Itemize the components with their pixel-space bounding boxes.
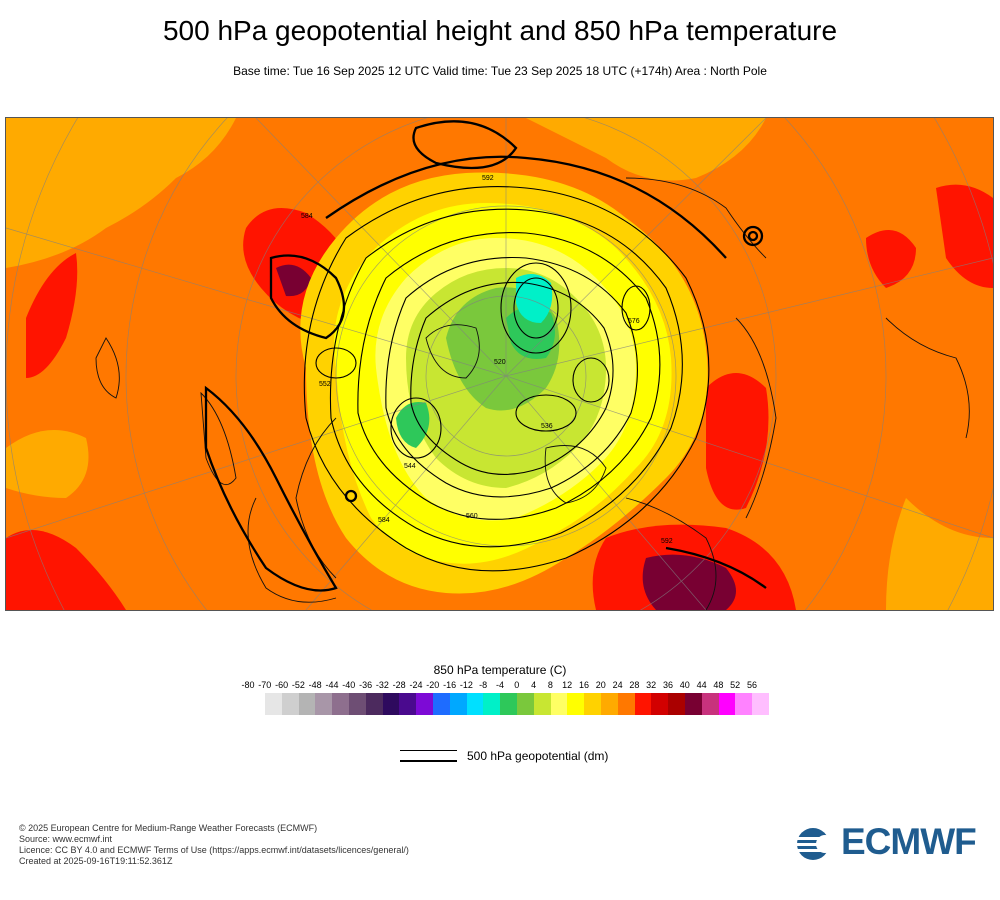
legend-tick-label: -20 <box>426 680 440 690</box>
legend-swatch <box>483 693 501 715</box>
legend-tick-label: -48 <box>308 680 322 690</box>
legend-swatch <box>684 693 702 715</box>
legend-tick-label: 44 <box>696 680 707 690</box>
legend-tick-label: 16 <box>578 680 589 690</box>
contour-label: 576 <box>628 318 640 325</box>
ecmwf-logo: ECMWF <box>795 821 985 864</box>
legend-swatch <box>634 693 652 715</box>
legend-swatch <box>449 693 467 715</box>
legend-tick-label: 24 <box>612 680 623 690</box>
legend-swatch <box>651 693 669 715</box>
contour-label: 592 <box>661 538 673 545</box>
legend-tick-label: -40 <box>342 680 356 690</box>
legend-tick-label: 52 <box>730 680 741 690</box>
copyright-line: © 2025 European Centre for Medium-Range … <box>19 823 318 833</box>
legend-tick-label: -16 <box>443 680 457 690</box>
footer-credits: © 2025 European Centre for Medium-Range … <box>19 823 409 867</box>
source-line: Source: www.ecmwf.int <box>19 834 113 844</box>
contour-label: 584 <box>378 517 390 524</box>
legend-swatch <box>600 693 618 715</box>
legend-swatch <box>533 693 551 715</box>
legend-swatch <box>701 693 719 715</box>
legend-swatch <box>735 693 753 715</box>
legend-tick-label: 20 <box>595 680 606 690</box>
legend-tick-label: 56 <box>746 680 757 690</box>
legend-tick-label: 48 <box>713 680 724 690</box>
legend-swatch <box>550 693 568 715</box>
legend-tick-label: 40 <box>679 680 690 690</box>
legend-swatch <box>265 693 282 715</box>
legend-tick-label: 4 <box>531 680 537 690</box>
legend-tick-label: 0 <box>514 680 520 690</box>
legend-title: 850 hPa temperature (C) <box>433 663 567 677</box>
north-pole-map[interactable]: 592 584 576 584 592 544 520 536 560 552 <box>5 117 994 611</box>
legend-swatch <box>668 693 685 715</box>
coastlines <box>95 177 970 610</box>
geopotential-contours-bold <box>204 120 767 592</box>
legend-tick-label: -8 <box>479 680 488 690</box>
legend-tick-label: 36 <box>662 680 673 690</box>
legend-tick-label: -12 <box>459 680 473 690</box>
legend-swatch <box>399 693 417 715</box>
contour-label: 520 <box>494 359 506 366</box>
contour-label: 552 <box>319 381 331 388</box>
temperature-field-16c <box>6 118 993 610</box>
licence-line: Licence: CC BY 4.0 and ECMWF Terms of Us… <box>19 845 409 855</box>
legend-swatch <box>752 693 769 715</box>
legend-tick-label: 32 <box>646 680 657 690</box>
legend-swatch <box>718 693 736 715</box>
legend-swatch <box>617 693 635 715</box>
legend-tick-label: -60 <box>275 680 289 690</box>
legend-tick-label: -44 <box>325 680 339 690</box>
legend-swatch <box>315 693 333 715</box>
legend-swatch <box>298 693 316 715</box>
graticule <box>6 118 993 610</box>
ecmwf-logo-text: ECMWF <box>841 821 977 862</box>
legend-swatch <box>281 693 299 715</box>
legend-tick-label: -80 <box>241 680 255 690</box>
legend-tick-label: -36 <box>359 680 373 690</box>
contour-label: 544 <box>404 463 416 470</box>
legend-swatch <box>500 693 517 715</box>
legend-swatch <box>516 693 534 715</box>
created-line: Created at 2025-09-16T19:11:52.361Z <box>19 856 173 866</box>
legend-tick-labels: -80 -70 -60 -52 -48 -44 -40 -36 -32 -28 -24 -20 -16-… <box>236 680 766 694</box>
contour-label: 592 <box>482 175 494 182</box>
legend-swatch <box>567 693 585 715</box>
contour-label: 536 <box>541 423 553 430</box>
geopotential-contours <box>303 186 710 572</box>
legend-tick-label: -28 <box>392 680 406 690</box>
contour-label-group: 592 584 576 584 592 544 520 536 560 552 <box>301 175 673 545</box>
chart-subtitle: Base time: Tue 16 Sep 2025 12 UTC Valid … <box>233 64 767 78</box>
legend-swatch <box>416 693 433 715</box>
contour-label: 560 <box>466 513 478 520</box>
legend-tick-label: 28 <box>629 680 640 690</box>
legend-swatch <box>466 693 484 715</box>
legend-swatch <box>348 693 366 715</box>
legend-swatch <box>584 693 601 715</box>
contour-label: 584 <box>301 213 313 220</box>
legend-swatch <box>332 693 349 715</box>
legend-tick-label: -52 <box>291 680 305 690</box>
legend-tick-label: 12 <box>562 680 573 690</box>
legend-tick-label: -32 <box>375 680 389 690</box>
chart-title: 500 hPa geopotential height and 850 hPa … <box>162 15 838 46</box>
legend-swatch <box>382 693 400 715</box>
legend-swatch <box>432 693 450 715</box>
legend-tick-label: 8 <box>547 680 553 690</box>
ecmwf-logo-mark <box>795 828 841 860</box>
legend-tick-label: -4 <box>495 680 504 690</box>
legend-color-bar <box>265 693 769 715</box>
legend-swatch <box>365 693 383 715</box>
contour-key-label: 500 hPa geopotential (dm) <box>467 749 609 763</box>
legend-tick-label: -70 <box>258 680 272 690</box>
legend-tick-label: -24 <box>409 680 423 690</box>
